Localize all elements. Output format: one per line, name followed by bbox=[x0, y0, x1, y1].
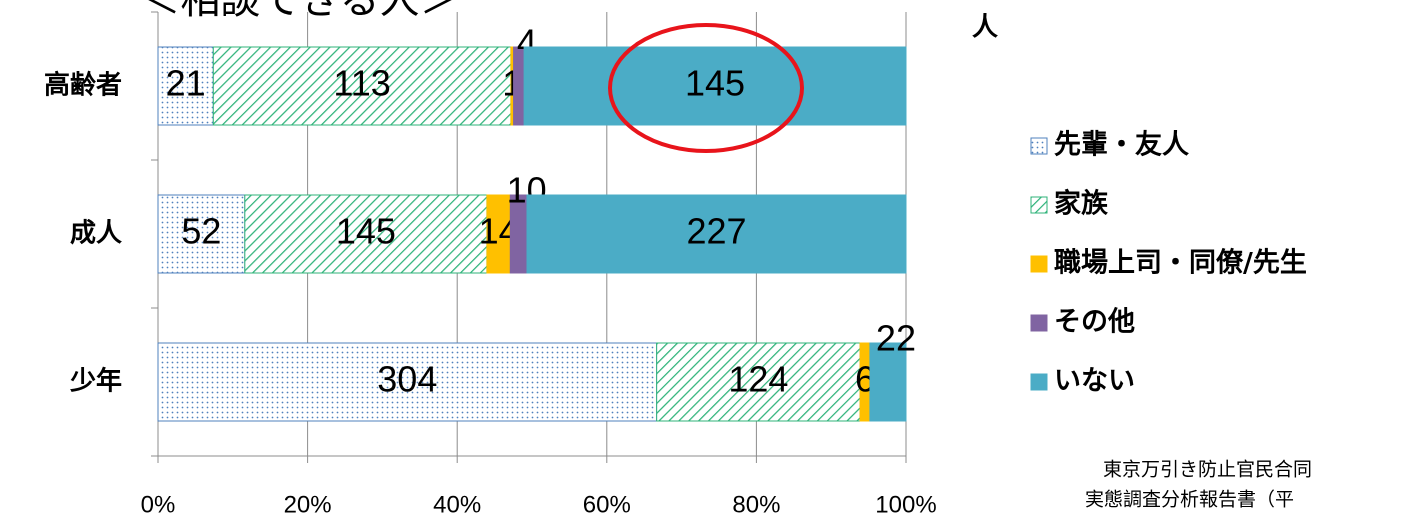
data-label: 124 bbox=[728, 359, 788, 400]
bar-segment bbox=[157, 46, 214, 126]
data-label: 113 bbox=[333, 63, 390, 104]
y-tick-label: 少年 bbox=[69, 366, 122, 397]
data-label: 52 bbox=[181, 211, 221, 252]
x-tick-label: 60% bbox=[583, 491, 631, 518]
legend-swatch bbox=[1030, 314, 1048, 332]
x-tick-label: 100% bbox=[875, 491, 936, 518]
data-label: 145 bbox=[685, 63, 745, 104]
legend-label: いない bbox=[1054, 366, 1135, 397]
legend-swatch bbox=[1030, 196, 1048, 214]
legend-label: 職場上司・同僚/先生 bbox=[1054, 248, 1307, 279]
bar-segment bbox=[526, 194, 907, 274]
bar-segment bbox=[869, 342, 907, 422]
bar-segment bbox=[656, 342, 861, 422]
data-label: 22 bbox=[876, 318, 916, 359]
source: 東京万引き防止官民合同 bbox=[1103, 459, 1312, 481]
data-label: 145 bbox=[336, 211, 396, 252]
unit-label: 人 bbox=[972, 13, 998, 43]
bar-segment bbox=[157, 194, 246, 274]
legend-label: 家族 bbox=[1054, 188, 1109, 220]
highlight-ellipse bbox=[608, 23, 804, 153]
y-tick-label: 高齢者 bbox=[44, 70, 122, 101]
bar-segment bbox=[244, 194, 488, 274]
data-label: 21 bbox=[166, 63, 206, 104]
x-tick-label: 40% bbox=[433, 491, 481, 518]
chart-title: ＜相談できる人＞ bbox=[140, 0, 459, 23]
x-tick-label: 20% bbox=[284, 491, 332, 518]
bar-segment bbox=[523, 46, 907, 126]
legend-label: その他 bbox=[1054, 307, 1135, 338]
x-tick-label: 0% bbox=[141, 491, 176, 518]
legend-swatch bbox=[1030, 137, 1048, 155]
legend-swatch bbox=[1030, 373, 1048, 391]
source: 実態調査分析報告書（平 bbox=[1085, 489, 1294, 511]
x-tick-label: 80% bbox=[732, 491, 780, 518]
bar-segment bbox=[212, 46, 512, 126]
legend-label: 先輩・友人 bbox=[1054, 130, 1189, 161]
bar-segment bbox=[157, 342, 658, 422]
y-tick-label: 成人 bbox=[70, 219, 122, 249]
data-label: 227 bbox=[686, 211, 746, 252]
data-label: 304 bbox=[377, 359, 437, 400]
legend-swatch bbox=[1030, 255, 1048, 273]
